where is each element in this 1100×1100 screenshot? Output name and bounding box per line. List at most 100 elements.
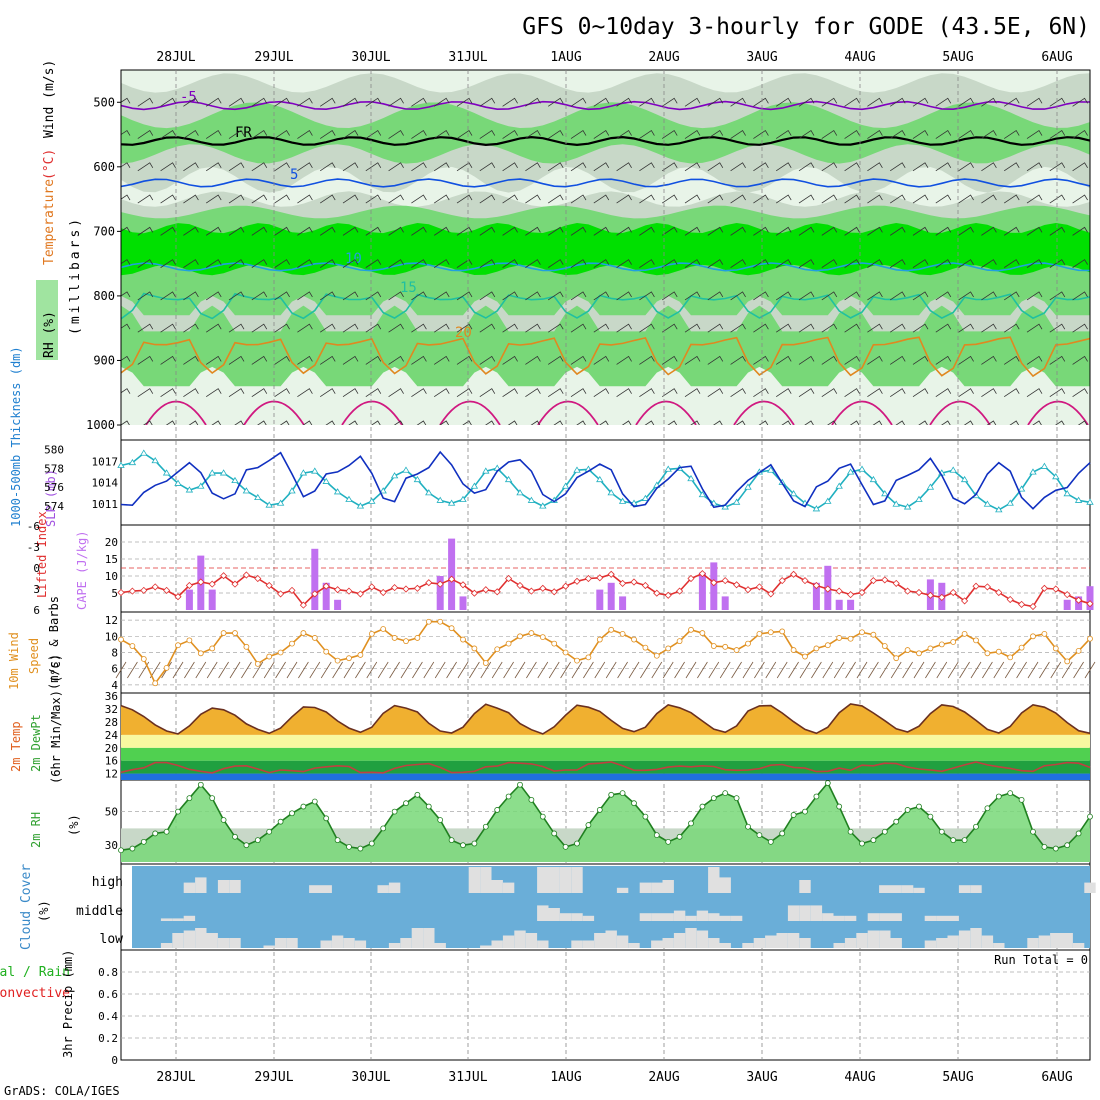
rh2m-point bbox=[1041, 843, 1048, 850]
wind-barb bbox=[639, 162, 655, 172]
wind-barb bbox=[365, 162, 382, 172]
cloud-high-bar bbox=[480, 867, 492, 893]
wind-barb bbox=[570, 388, 587, 398]
wind10m-barb bbox=[138, 661, 150, 679]
thickness-point bbox=[858, 465, 866, 472]
lifted-index-point bbox=[847, 591, 855, 599]
lifted-index-point bbox=[277, 590, 285, 598]
thickness-point bbox=[539, 502, 547, 509]
wind10m-speed-point bbox=[585, 654, 592, 661]
wind10m-speed-point bbox=[220, 630, 227, 636]
wind-barb bbox=[183, 259, 199, 268]
wind-barb bbox=[160, 323, 176, 333]
wind-barb bbox=[1049, 388, 1066, 398]
lifted-index-point bbox=[733, 581, 741, 589]
rh2m-point bbox=[973, 823, 979, 830]
cloud-low-bar bbox=[890, 938, 902, 948]
wind-barb bbox=[753, 129, 769, 139]
cape-bar bbox=[322, 582, 330, 610]
wind-barb bbox=[661, 291, 678, 301]
thickness-point bbox=[824, 497, 832, 504]
wind10m-speed-label: Speed bbox=[27, 638, 41, 674]
wind10m-speed-point bbox=[836, 635, 843, 641]
wind10m-barb bbox=[355, 661, 366, 679]
wind-barb bbox=[121, 291, 131, 298]
lifted-index-point bbox=[767, 590, 775, 598]
wind10m-barb bbox=[1027, 661, 1039, 679]
temperature-contour-25 bbox=[733, 400, 795, 425]
wind10m-barb bbox=[685, 661, 697, 679]
thickness-point bbox=[185, 486, 194, 493]
rh2m-point bbox=[289, 810, 295, 817]
rh2m-point bbox=[631, 800, 637, 807]
wind10m-speed-point bbox=[539, 634, 546, 641]
rh2m-point bbox=[414, 791, 421, 798]
thickness-point bbox=[1063, 490, 1071, 497]
cloud-middle-bar bbox=[662, 913, 674, 921]
wind-barb bbox=[388, 388, 404, 398]
wind10m-speed-point bbox=[779, 628, 786, 635]
wind10m-speed-point bbox=[665, 645, 672, 652]
date-tick-bottom: 30JUL bbox=[351, 1070, 390, 1085]
cloud-middle-bar bbox=[537, 905, 549, 921]
rh2m-point bbox=[460, 842, 466, 849]
wind-barb bbox=[479, 97, 496, 107]
rh2m-point bbox=[961, 837, 968, 844]
temp2m-tick-label: 24 bbox=[105, 729, 119, 742]
wind-barb bbox=[205, 194, 222, 204]
wind10m-speed-point bbox=[175, 642, 181, 649]
lifted-index-tick-label: -3 bbox=[27, 541, 40, 554]
precip-tick-label: 0 bbox=[111, 1054, 118, 1067]
wind10m-barb bbox=[172, 661, 184, 679]
wind10m-speed-point bbox=[927, 645, 934, 652]
wind-barb bbox=[137, 129, 154, 139]
wind-barb bbox=[570, 323, 587, 333]
wind-barb bbox=[183, 388, 199, 398]
wind-barb bbox=[889, 162, 906, 172]
cloud-low-bar bbox=[708, 938, 720, 948]
wind-barb bbox=[1049, 97, 1066, 107]
rh2m-point bbox=[596, 807, 603, 813]
wind-barb bbox=[205, 323, 222, 333]
wind10m-tick-label: 6 bbox=[111, 663, 118, 676]
cloud-high-bar bbox=[571, 867, 583, 893]
cape-bar bbox=[436, 576, 444, 610]
wind-barb bbox=[593, 226, 610, 236]
rh2m-point bbox=[790, 812, 797, 818]
wind10m-barb bbox=[1061, 661, 1073, 679]
cloud-low-bar bbox=[776, 933, 788, 948]
precip-tick-label: 0.4 bbox=[98, 1010, 118, 1023]
pressure-tick-label: 900 bbox=[93, 353, 115, 367]
wind10m-barb bbox=[776, 661, 788, 679]
wind10m-barb bbox=[811, 661, 822, 679]
wind-barb bbox=[160, 226, 176, 236]
thickness-point bbox=[242, 487, 251, 494]
wind-barb bbox=[251, 194, 268, 204]
rh2m-point bbox=[699, 803, 706, 810]
cloud-low-bar bbox=[400, 938, 412, 948]
wind-barb bbox=[639, 129, 655, 139]
wind-barb bbox=[121, 162, 131, 169]
rh2m-point bbox=[368, 840, 375, 847]
wind-barb bbox=[775, 162, 792, 172]
cloud-low-bar bbox=[947, 935, 959, 948]
wind-barb bbox=[365, 323, 382, 333]
wind-barb bbox=[502, 162, 518, 172]
wind-barb bbox=[342, 259, 359, 268]
wind10m-speed-point bbox=[676, 638, 683, 645]
data-layer bbox=[115, 449, 1096, 948]
wind-barb bbox=[228, 129, 245, 139]
wind-barb bbox=[251, 129, 268, 139]
lifted-index-point bbox=[790, 570, 798, 578]
cloud-low-bar bbox=[1038, 935, 1051, 948]
wind10m-speed-point bbox=[209, 645, 216, 652]
wind-barb bbox=[958, 226, 974, 236]
wind10m-barb bbox=[1050, 661, 1062, 679]
lifted-index-point bbox=[1052, 585, 1060, 593]
wind10m-barb bbox=[765, 661, 777, 679]
lifted-index-point bbox=[858, 588, 866, 597]
rh-band-bright bbox=[121, 223, 1090, 276]
cape-bar bbox=[607, 582, 615, 610]
cape-bar bbox=[721, 596, 729, 610]
temperature-contour-25 bbox=[439, 400, 501, 425]
